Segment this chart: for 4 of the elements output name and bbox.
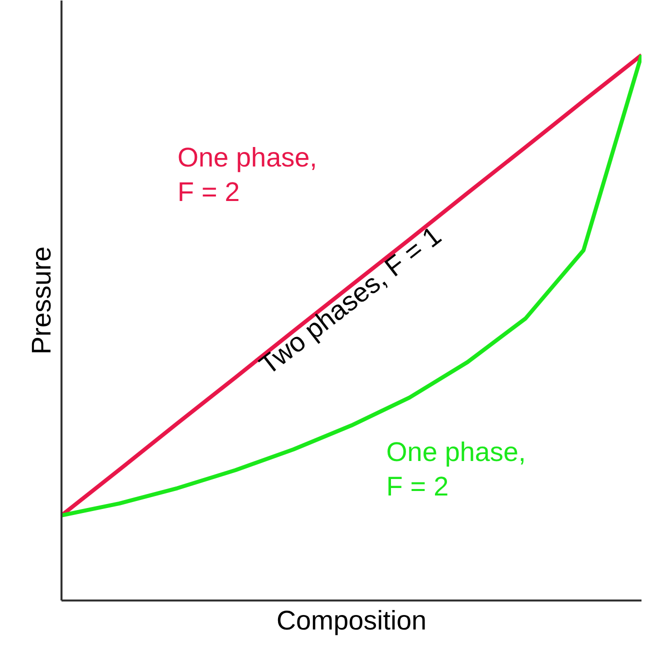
annotation: One phase, F = 2	[178, 142, 318, 207]
y-axis-title: Pressure	[26, 246, 56, 355]
annotation: One phase, F = 2	[386, 436, 526, 502]
x-axis-title: Composition	[276, 606, 427, 636]
